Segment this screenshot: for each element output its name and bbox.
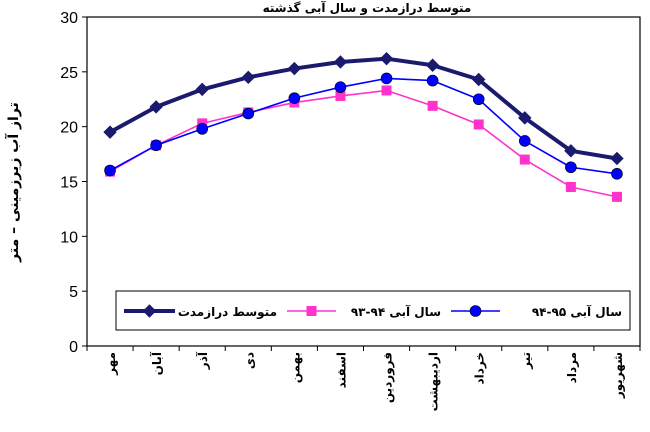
- legend-swatch-marker: [306, 306, 317, 316]
- series-0-point: [241, 70, 255, 85]
- series-0-point: [472, 72, 486, 87]
- legend-swatch-marker: [142, 304, 157, 318]
- series-1-point: [473, 119, 484, 130]
- series-2-point: [611, 168, 623, 180]
- series-1-point: [565, 181, 576, 192]
- legend: متوسط درازمدت سال آبی ۹۴-۹۳ سال آبی ۹۵-۹۴: [115, 290, 631, 331]
- x-tick-label: فروردین: [381, 352, 396, 403]
- legend-label: سال آبی ۹۴-۹۳: [351, 304, 441, 319]
- series-1-point: [427, 100, 438, 111]
- series-2-point: [334, 81, 347, 93]
- series-1-line: [109, 89, 618, 198]
- x-tick-label: آبان: [149, 351, 164, 375]
- series-0-point: [103, 125, 117, 139]
- series-0-point: [333, 55, 348, 69]
- y-tick-label: 0: [69, 339, 78, 356]
- legend-frame: [115, 290, 631, 331]
- y-tick-label: 20: [60, 120, 78, 137]
- y-tick-label: 15: [60, 175, 78, 192]
- x-tick-label: بهمن: [288, 352, 302, 383]
- series-0-point: [564, 144, 578, 158]
- series-0-point: [610, 151, 624, 166]
- y-tick-label: 10: [60, 229, 78, 246]
- x-tick-label: خرداد: [473, 352, 487, 385]
- series-0: [103, 51, 624, 166]
- x-tick-label: اسفند: [334, 352, 348, 388]
- series-1-point: [611, 191, 622, 202]
- series-layer: [103, 51, 624, 202]
- x-tick-label: مهر: [104, 352, 118, 376]
- series-2-point: [288, 92, 301, 104]
- y-tick-label: 5: [69, 284, 78, 301]
- axes: 0 5 10 15 20 25 30 مهر آبان آذر دی بهمن اسفند فروردین…: [60, 10, 641, 411]
- series-0-point: [287, 61, 302, 76]
- legend-entry-1: سال آبی ۹۴-۹۳: [287, 304, 441, 319]
- series-2-point: [150, 139, 162, 152]
- series-0-point: [149, 100, 163, 114]
- series-2-point: [426, 74, 439, 87]
- y-tick-label: 30: [60, 10, 78, 27]
- x-tick-label: تیر: [519, 352, 533, 370]
- x-tick-label: شهریور: [611, 352, 626, 399]
- series-1-point: [381, 85, 392, 96]
- series-2-point: [518, 135, 531, 147]
- series-2-point: [565, 161, 577, 174]
- x-tick-label: آذر: [195, 351, 210, 370]
- x-tick-label: دی: [242, 352, 256, 369]
- x-tick-label: اردیبهشت: [427, 352, 441, 411]
- legend-entry-0: متوسط درازمدت: [124, 304, 277, 320]
- series-2-line: [109, 77, 618, 175]
- legend-label: متوسط درازمدت: [178, 305, 277, 320]
- y-tick-label: 25: [60, 65, 78, 82]
- series-0-point: [195, 82, 209, 97]
- series-2-point: [242, 107, 255, 120]
- legend-label: سال آبی ۹۵-۹۴: [532, 304, 622, 319]
- series-2-point: [196, 123, 209, 135]
- series-2-point: [472, 93, 485, 106]
- series-1: [105, 85, 622, 202]
- series-0-point: [518, 111, 532, 125]
- series-1-point: [519, 154, 530, 165]
- series-2-point: [380, 72, 393, 85]
- series-0-point: [425, 58, 440, 72]
- series-0-point: [379, 51, 394, 66]
- chart-title: متوسط درازمدت و سال آبی گذشته: [263, 0, 472, 16]
- legend-swatch-marker: [469, 305, 482, 317]
- series-0-line: [109, 56, 618, 161]
- x-tick-label: مرداد: [565, 352, 579, 383]
- series-2-point: [104, 164, 116, 177]
- y-axis-label: تراز آب زیرزمینی – متر: [4, 102, 22, 263]
- series-2: [104, 72, 623, 180]
- legend-entry-2: سال آبی ۹۵-۹۴: [451, 304, 622, 319]
